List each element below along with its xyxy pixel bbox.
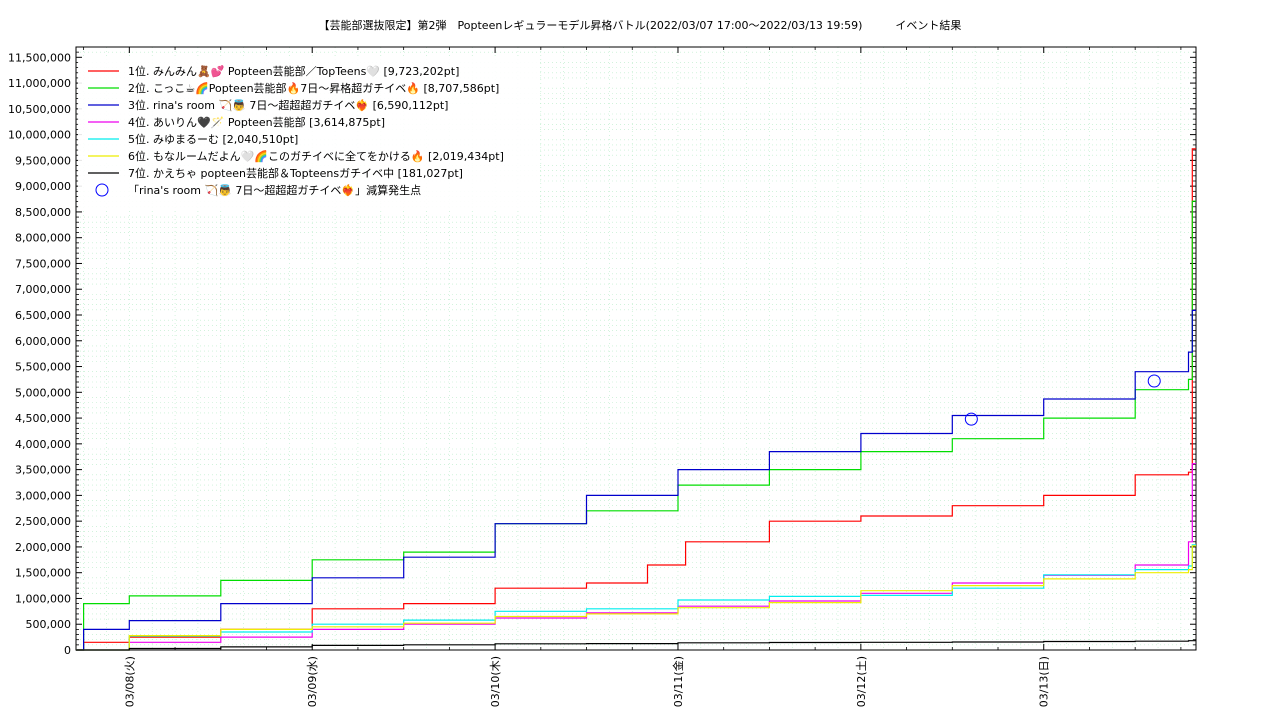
legend-label: 5位. みゆまるーむ [2,040,510pt] <box>128 132 298 146</box>
marker-layer <box>964 374 1161 426</box>
y-tick-label: 2,000,000 <box>15 541 71 554</box>
series-line-7 <box>76 640 1196 651</box>
x-tick-label: 03/12(土) <box>855 656 868 707</box>
series-line-4 <box>76 463 1196 651</box>
y-tick-label: 3,000,000 <box>15 489 71 502</box>
series-line-5 <box>76 544 1196 651</box>
y-tick-label: 2,500,000 <box>15 515 71 528</box>
series-layer <box>76 148 1196 651</box>
legend-label: 4位. あいりん🖤🪄 Popteen芸能部 [3,614,875pt] <box>128 115 385 129</box>
legend: 1位. みんみん🧸💕 Popteen芸能部／TopTeens🤍 [9,723,2… <box>78 59 538 209</box>
y-tick-label: 9,500,000 <box>15 154 71 167</box>
grid-layer <box>76 46 1196 650</box>
y-tick-label: 7,000,000 <box>15 283 71 296</box>
legend-label: 1位. みんみん🧸💕 Popteen芸能部／TopTeens🤍 [9,723,2… <box>128 64 459 78</box>
y-tick-label: 8,000,000 <box>15 232 71 245</box>
y-tick-label: 500,000 <box>26 618 72 631</box>
x-tick-label: 03/09(水) <box>306 656 319 707</box>
legend-label: 7位. かえちゃ popteen芸能部＆Topteensガチイベ中 [181,0… <box>128 166 463 180</box>
x-tick-label: 03/08(火) <box>123 656 136 707</box>
y-tick-label: 1,500,000 <box>15 567 71 580</box>
y-tick-label: 9,000,000 <box>15 180 71 193</box>
legend-marker-symbol <box>95 183 109 197</box>
subtraction-marker <box>964 412 978 426</box>
legend-label: 2位. こっこ☕🌈Popteen芸能部🔥7日〜昇格超ガチイベ🔥 [8,707,5… <box>128 81 499 95</box>
legend-label: 「rina's room 🏹👼 7日〜超超超ガチイベ❤️‍🔥」減算発生点 <box>128 183 421 197</box>
plot-frame <box>75 46 1197 651</box>
legend-label: 3位. rina's room 🏹👼 7日〜超超超ガチイベ❤️‍🔥 [6,590… <box>128 98 448 112</box>
subtraction-marker <box>1147 374 1161 388</box>
y-tick-label: 10,500,000 <box>8 103 71 116</box>
y-tick-label: 6,000,000 <box>15 335 71 348</box>
series-line-3 <box>76 309 1196 651</box>
series-line-6 <box>76 545 1196 651</box>
x-tick-label: 03/11(金) <box>671 656 685 707</box>
y-tick-label: 7,500,000 <box>15 257 71 270</box>
y-tick-label: 5,500,000 <box>15 361 71 374</box>
series-line-1 <box>76 148 1196 651</box>
y-tick-label: 10,000,000 <box>8 129 71 142</box>
axis-layer: 0 500,000 1,000,000 1,500,000 2,000,000 2,500… <box>8 46 1197 707</box>
y-tick-label: 3,500,000 <box>15 464 71 477</box>
y-tick-label: 11,000,000 <box>8 77 71 90</box>
x-tick-label: 03/13(日) <box>1038 656 1051 707</box>
chart-title: 【芸能部選抜限定】第2弾 Popteenレギュラーモデル昇格バトル(2022/0… <box>318 19 962 32</box>
legend-background <box>78 59 538 209</box>
y-tick-label: 4,500,000 <box>15 412 71 425</box>
legend-label: 6位. もなルームだよん🤍🌈このガチイベに全てをかける🔥 [2,019,434p… <box>128 149 504 163</box>
y-tick-label: 8,500,000 <box>15 206 71 219</box>
y-tick-label: 4,000,000 <box>15 438 71 451</box>
y-tick-label: 6,500,000 <box>15 309 71 322</box>
y-tick-label: 0 <box>64 644 71 657</box>
x-tick-label: 03/10(木) <box>489 656 502 707</box>
y-tick-label: 5,000,000 <box>15 386 71 399</box>
y-tick-label: 1,000,000 <box>15 592 71 605</box>
y-tick-label: 11,500,000 <box>8 51 71 64</box>
